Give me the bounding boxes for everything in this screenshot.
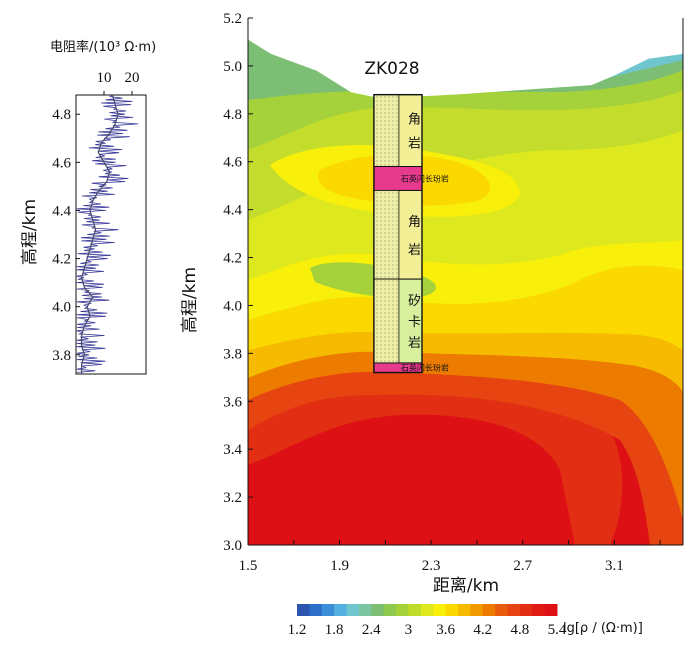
log-y-tick-label: 3.8 xyxy=(52,348,71,364)
borehole-layer-label: 岩 xyxy=(408,137,421,152)
log-top-label: 电阻率/(10³ Ω·m) xyxy=(50,39,156,55)
log-smoothed-curve xyxy=(80,94,119,374)
colorbar-tick-label: 2.4 xyxy=(362,622,381,638)
log-x-tick-label: 20 xyxy=(125,70,140,86)
log-y-tick-label: 4.8 xyxy=(52,107,71,123)
borehole-layer-label: 岩 xyxy=(408,243,421,258)
colorbar-swatch xyxy=(396,604,409,616)
colorbar-swatch xyxy=(358,604,372,616)
borehole-core-strip xyxy=(373,94,400,167)
main-y-tick-label: 3.6 xyxy=(223,394,242,410)
main-y-ticks: 3.0 3.2 3.4 3.6 3.8 4.0 4.2 4.4 4.6 4.8 5.0 5.2 xyxy=(223,11,253,554)
colorbar-swatch xyxy=(420,604,434,616)
colorbar-tick-label: 1.8 xyxy=(325,622,344,638)
colorbar-tick-label: 3.6 xyxy=(436,622,455,638)
colorbar-swatch xyxy=(297,604,310,616)
contour-fill xyxy=(248,18,683,545)
borehole-layer-label: 岩 xyxy=(408,336,421,351)
above-surface-area xyxy=(248,18,683,98)
surface-cyan xyxy=(600,52,683,80)
borehole-core-strip xyxy=(373,278,400,364)
main-y-tick-label: 3.0 xyxy=(223,538,242,554)
borehole-layer-label: 石英闪长玢岩 xyxy=(401,173,449,183)
colorbar-swatch xyxy=(321,604,335,616)
main-x-tick-label: 2.7 xyxy=(513,558,532,574)
colorbar-tick-label: 1.2 xyxy=(288,622,307,638)
main-y-tick-label: 4.8 xyxy=(223,107,242,123)
main-x-tick-label: 1.5 xyxy=(239,558,258,574)
main-x-tick-label: 2.3 xyxy=(422,558,441,574)
borehole-core-strip xyxy=(373,190,400,280)
colorbar-swatch xyxy=(309,604,323,616)
main-x-axis-label: 距离/km xyxy=(433,576,499,596)
colorbar-swatch xyxy=(507,604,521,616)
borehole-outline xyxy=(373,93,423,374)
main-x-tick-label: 3.1 xyxy=(605,558,624,574)
main-y-tick-label: 4.6 xyxy=(223,155,242,171)
borehole-layer-label: 矽 xyxy=(408,294,421,309)
main-y-tick-label: 5.0 xyxy=(223,59,242,75)
main-y-tick-label: 4.4 xyxy=(223,203,242,219)
colorbar-swatch xyxy=(346,604,360,616)
colorbar-swatch xyxy=(495,604,508,616)
main-y-tick-label: 3.8 xyxy=(223,346,242,362)
resistivity-log-panel: 电阻率/(10³ Ω·m) 10 20 3.8 4.0 4.2 4.4 4.6 4.8 高程… xyxy=(20,39,156,375)
colorbar-swatch xyxy=(470,604,484,616)
log-y-tick-label: 4.6 xyxy=(52,155,71,171)
main-y-tick-label: 3.4 xyxy=(223,442,242,458)
main-y-tick-label: 5.2 xyxy=(223,11,242,27)
colorbar-swatch xyxy=(334,604,348,616)
colorbar-swatch xyxy=(383,604,397,616)
borehole-label: ZK028 xyxy=(364,59,419,79)
borehole-layer-label: 角 xyxy=(408,215,421,230)
colorbar-swatch xyxy=(408,604,422,616)
log-y-tick-label: 4.0 xyxy=(52,300,71,316)
colorbar-swatch xyxy=(445,604,459,616)
log-x-tick-label: 10 xyxy=(97,70,112,86)
log-x-ticks: 10 20 xyxy=(97,70,140,95)
colorbar-tick-label: 4.8 xyxy=(510,622,529,638)
main-y-tick-label: 4.0 xyxy=(223,298,242,314)
colorbar-swatch xyxy=(371,604,385,616)
borehole-layer-label: 石英闪长玢岩 xyxy=(401,363,449,373)
log-y-axis-label: 高程/km xyxy=(20,199,40,265)
borehole-layer-label: 卡 xyxy=(408,315,421,330)
colorbar-swatch xyxy=(519,604,533,616)
log-y-tick-label: 4.2 xyxy=(52,252,71,268)
log-y-ticks: 3.8 4.0 4.2 4.4 4.6 4.8 xyxy=(52,107,80,364)
colorbar-swatch xyxy=(532,604,546,616)
colorbar-swatch xyxy=(544,604,558,616)
borehole-layer-label: 角 xyxy=(408,113,421,128)
colorbar-tick-label: 3 xyxy=(405,622,413,638)
colorbar: 1.2 1.8 2.4 3 3.6 4.2 4.8 5.4 xyxy=(288,604,567,638)
colorbar-swatch xyxy=(482,604,496,616)
main-y-tick-label: 4.2 xyxy=(223,251,242,267)
colorbar-swatch xyxy=(457,604,471,616)
main-x-ticks: 1.5 1.9 2.3 2.7 3.1 xyxy=(239,540,661,574)
log-y-tick-label: 4.4 xyxy=(52,203,71,219)
main-x-tick-label: 1.9 xyxy=(330,558,349,574)
log-frame xyxy=(75,94,147,375)
colorbar-tick-label: 5.4 xyxy=(548,622,567,638)
main-y-axis-label: 高程/km xyxy=(180,267,200,333)
colorbar-swatch xyxy=(433,604,447,616)
colorbar-label: lg[ρ / (Ω·m)] xyxy=(563,621,643,636)
main-y-tick-label: 3.2 xyxy=(223,490,242,506)
colorbar-tick-label: 4.2 xyxy=(473,622,492,638)
